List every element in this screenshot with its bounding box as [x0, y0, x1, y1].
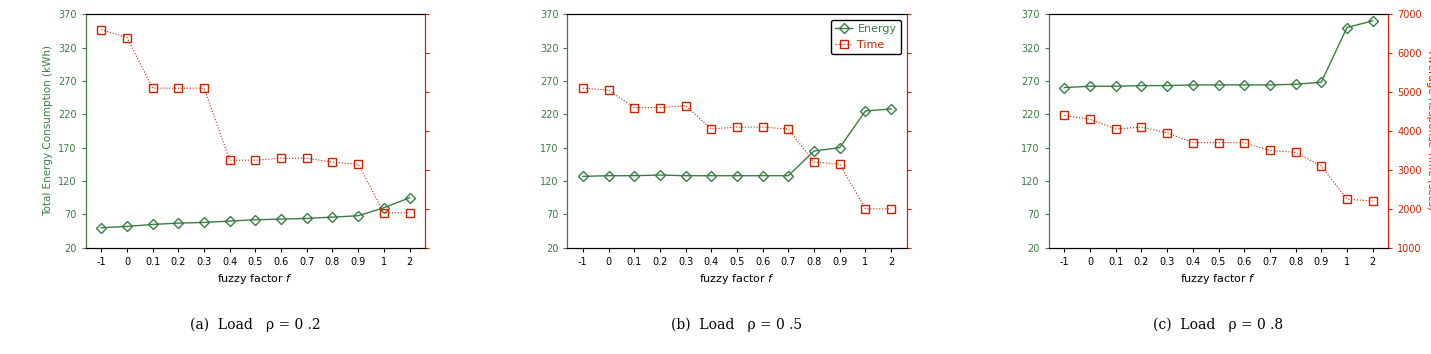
- Text: (a)  Load   ρ = 0 .2: (a) Load ρ = 0 .2: [190, 318, 321, 332]
- Y-axis label: Total Energy Consumption (kWh): Total Energy Consumption (kWh): [43, 45, 53, 217]
- Text: (b)  Load   ρ = 0 .5: (b) Load ρ = 0 .5: [671, 318, 803, 332]
- Y-axis label: Average Response Time (secs): Average Response Time (secs): [1425, 51, 1431, 211]
- Legend: Energy, Time: Energy, Time: [831, 20, 902, 54]
- X-axis label: fuzzy factor $f$: fuzzy factor $f$: [1181, 272, 1256, 286]
- Text: (c)  Load   ρ = 0 .8: (c) Load ρ = 0 .8: [1153, 318, 1284, 332]
- X-axis label: fuzzy factor $f$: fuzzy factor $f$: [698, 272, 776, 286]
- X-axis label: fuzzy factor $f$: fuzzy factor $f$: [218, 272, 293, 286]
